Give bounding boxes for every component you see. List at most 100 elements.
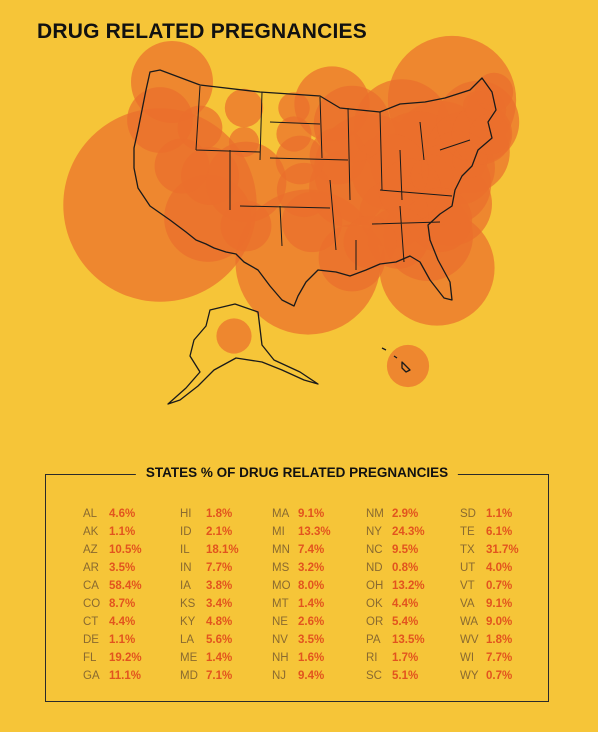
state-abbr: UT: [460, 562, 476, 574]
state-percent: 9.5%: [392, 544, 419, 556]
table-row: IL 18.1%: [180, 541, 239, 559]
state-abbr: ME: [180, 652, 198, 664]
table-row: SD 1.1%: [460, 505, 519, 523]
state-percent: 4.4%: [109, 616, 136, 628]
table-row: UT 4.0%: [460, 559, 519, 577]
state-abbr: KS: [180, 598, 196, 610]
state-abbr: AZ: [83, 544, 98, 556]
table-row: AR 3.5%: [83, 559, 142, 577]
table-row: HI 1.8%: [180, 505, 239, 523]
table-column: AL 4.6% AK 1.1% AZ 10.5% AR 3.5% CA 58.4% CO 8.7% CT…: [83, 505, 142, 685]
state-percent: 24.3%: [392, 526, 425, 538]
bubble-ia: [309, 127, 367, 185]
state-percent: 1.4%: [298, 598, 325, 610]
state-abbr: NC: [366, 544, 383, 556]
state-percent: 10.5%: [109, 544, 142, 556]
state-abbr: AK: [83, 526, 99, 538]
table-row: KY 4.8%: [180, 613, 239, 631]
state-percent: 2.9%: [392, 508, 419, 520]
state-percent: 1.1%: [109, 526, 136, 538]
state-percent: 4.0%: [486, 562, 513, 574]
state-abbr: AR: [83, 562, 99, 574]
state-percent: 0.7%: [486, 580, 513, 592]
table-row: ME 1.4%: [180, 649, 239, 667]
table-row: TE 6.1%: [460, 523, 519, 541]
state-percent: 1.7%: [392, 652, 419, 664]
state-abbr: IA: [180, 580, 191, 592]
state-abbr: WA: [460, 616, 479, 628]
table-row: IA 3.8%: [180, 577, 239, 595]
hawaii-outline: [381, 347, 411, 373]
state-abbr: LA: [180, 634, 195, 646]
state-abbr: OK: [366, 598, 383, 610]
state-percent: 8.0%: [298, 580, 325, 592]
state-percent: 8.7%: [109, 598, 136, 610]
state-percent: 1.8%: [486, 634, 513, 646]
state-percent: 5.1%: [392, 670, 419, 682]
table-row: CO 8.7%: [83, 595, 142, 613]
table-row: MO 8.0%: [272, 577, 331, 595]
state-percent: 1.6%: [298, 652, 325, 664]
state-percent: 1.1%: [109, 634, 136, 646]
state-abbr: MS: [272, 562, 290, 574]
table-row: WY 0.7%: [460, 667, 519, 685]
state-percent: 9.4%: [298, 670, 325, 682]
state-percent: 4.4%: [392, 598, 419, 610]
state-percent: 4.8%: [206, 616, 233, 628]
table-row: KS 3.4%: [180, 595, 239, 613]
table-row: AK 1.1%: [83, 523, 142, 541]
state-abbr: SC: [366, 670, 382, 682]
table-row: NE 2.6%: [272, 613, 331, 631]
bubble-wy: [228, 126, 260, 158]
state-abbr: MT: [272, 598, 289, 610]
state-abbr: OR: [366, 616, 384, 628]
table-row: MD 7.1%: [180, 667, 239, 685]
table-row: FL 19.2%: [83, 649, 142, 667]
table-row: DE 1.1%: [83, 631, 142, 649]
state-percent: 13.2%: [392, 580, 425, 592]
table-row: AZ 10.5%: [83, 541, 142, 559]
table-row: NC 9.5%: [366, 541, 425, 559]
state-abbr: TE: [460, 526, 475, 538]
state-abbr: MN: [272, 544, 290, 556]
table-row: IN 7.7%: [180, 559, 239, 577]
state-percent: 7.4%: [298, 544, 325, 556]
bubble-hi: [386, 344, 430, 388]
state-percent: 9.1%: [486, 598, 513, 610]
state-percent: 9.1%: [298, 508, 325, 520]
bubble-nd: [278, 92, 310, 124]
state-percent: 0.8%: [392, 562, 419, 574]
table-row: WI 7.7%: [460, 649, 519, 667]
bubble-mt: [224, 88, 264, 128]
state-abbr: MI: [272, 526, 285, 538]
state-abbr: WV: [460, 634, 479, 646]
table-row: SC 5.1%: [366, 667, 425, 685]
table-row: OH 13.2%: [366, 577, 425, 595]
table-column: SD 1.1% TE 6.1% TX 31.7% UT 4.0% VT 0.7% VA 9.1% WA 9…: [460, 505, 519, 685]
state-abbr: HI: [180, 508, 192, 520]
state-percent: 0.7%: [486, 670, 513, 682]
contiguous-us-outline: [133, 69, 497, 307]
state-abbr: WY: [460, 670, 479, 682]
state-abbr: MO: [272, 580, 291, 592]
table-row: NY 24.3%: [366, 523, 425, 541]
state-percent: 19.2%: [109, 652, 142, 664]
state-abbr: NE: [272, 616, 288, 628]
state-abbr: WI: [460, 652, 475, 664]
state-abbr: NV: [272, 634, 288, 646]
table-title: STATES % OF DRUG RELATED PREGNANCIES: [135, 465, 459, 480]
table-row: NM 2.9%: [366, 505, 425, 523]
state-percent: 13.5%: [392, 634, 425, 646]
table-row: ID 2.1%: [180, 523, 239, 541]
bubble-vt: [462, 90, 494, 122]
bubble-nm: [220, 200, 272, 252]
state-abbr: NJ: [272, 670, 287, 682]
table-row: AL 4.6%: [83, 505, 142, 523]
us-outline: [133, 69, 497, 405]
state-abbr: FL: [83, 652, 97, 664]
state-abbr: IN: [180, 562, 192, 574]
table-row: MI 13.3%: [272, 523, 331, 541]
state-abbr: MD: [180, 670, 198, 682]
state-abbr: KY: [180, 616, 196, 628]
state-abbr: NH: [272, 652, 289, 664]
